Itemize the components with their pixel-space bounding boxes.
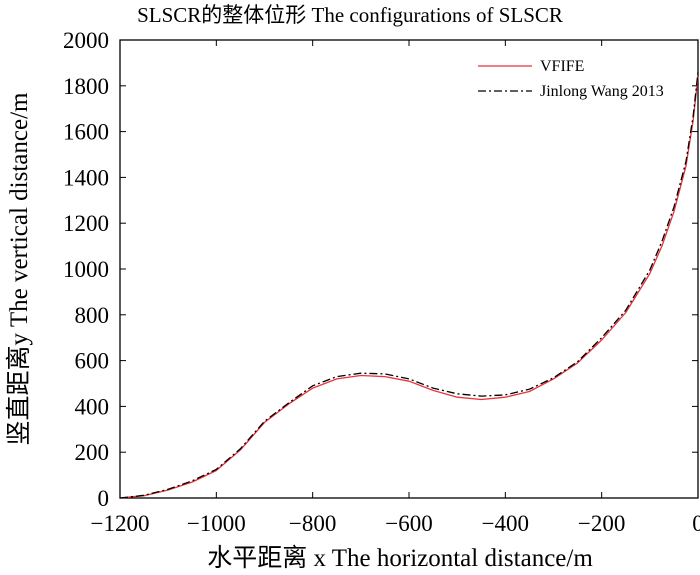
legend: VFIFE Jinlong Wang 2013 xyxy=(478,58,664,100)
x-tick-label: −800 xyxy=(289,511,336,536)
y-tick-label: 400 xyxy=(75,394,110,419)
x-tick-label: −1200 xyxy=(91,511,150,536)
y-tick-label: 1800 xyxy=(63,74,109,99)
y-tick-label: 200 xyxy=(75,440,110,465)
x-tick-label: 0 xyxy=(692,511,700,536)
series-line-jinlong-wang-2013 xyxy=(119,72,699,499)
x-tick-label: −400 xyxy=(482,511,529,536)
x-tick-label: −1000 xyxy=(187,511,246,536)
plot-area xyxy=(119,39,699,499)
legend-label-vfife: VFIFE xyxy=(540,58,584,75)
y-tick-label: 1000 xyxy=(63,257,109,282)
x-axis: −1200 −1000 −800 −600 −400 −200 0 xyxy=(91,40,700,536)
x-tick-label: −600 xyxy=(385,511,432,536)
series-layer xyxy=(119,72,699,499)
y-tick-label: 1600 xyxy=(63,120,109,145)
y-tick-label: 0 xyxy=(98,486,110,511)
y-axis-label: 竖直距离y The vertical distance/m xyxy=(5,92,33,445)
x-axis-label: 水平距离 x The horizontal distance/m xyxy=(207,544,593,572)
y-tick-label: 800 xyxy=(75,303,110,328)
y-axis: 0 200 400 600 800 1000 1200 1400 1600 1800 2000 xyxy=(63,28,698,511)
y-tick-label: 2000 xyxy=(63,28,109,53)
y-tick-label: 1200 xyxy=(63,211,109,236)
y-tick-label: 600 xyxy=(75,349,110,374)
legend-label-jinlong-wang-2013: Jinlong Wang 2013 xyxy=(540,83,664,100)
series-line-vfife xyxy=(119,76,699,499)
y-tick-label: 1400 xyxy=(63,165,109,190)
chart-title: SLSCR的整体位形 The configurations of SLSCR xyxy=(137,3,563,27)
x-tick-label: −200 xyxy=(578,511,625,536)
